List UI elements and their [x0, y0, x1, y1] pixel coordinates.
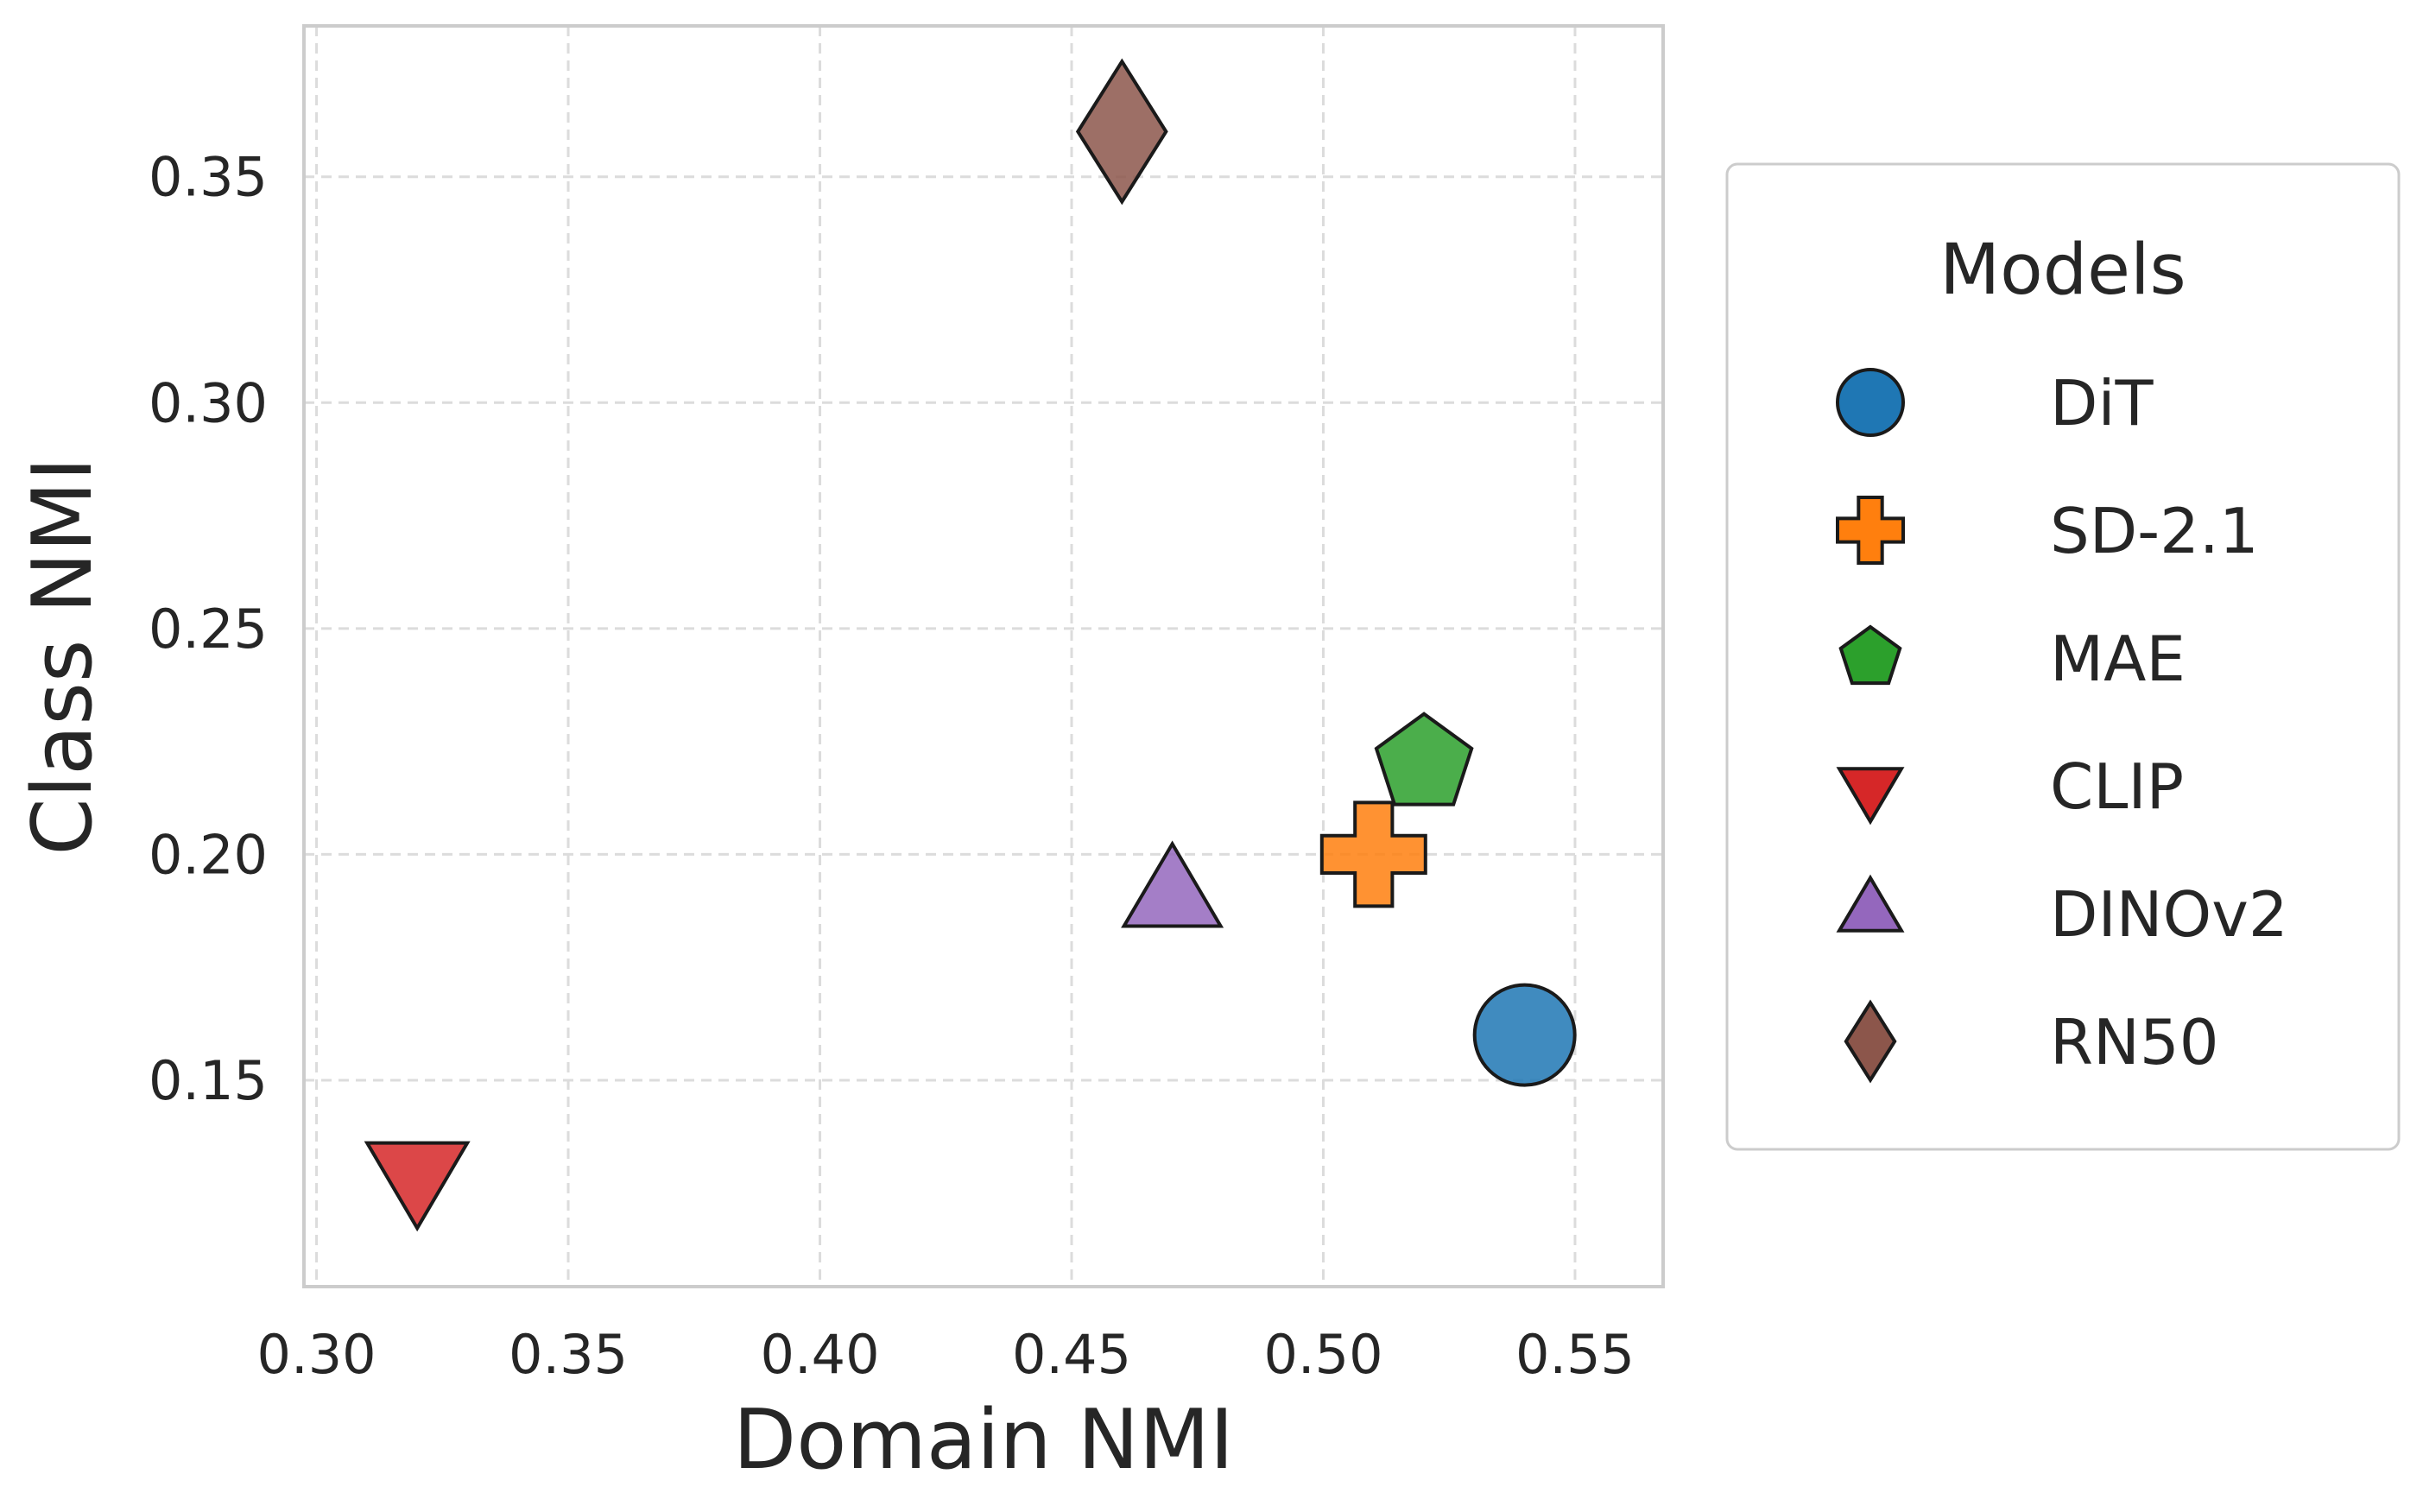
legend-marker-sd-2-1	[1836, 496, 1905, 565]
y-axis-label: Class NMI	[16, 457, 111, 855]
x-tick-label: 0.30	[257, 1323, 376, 1386]
data-point-rn50	[1075, 58, 1168, 206]
x-tick-label: 0.40	[761, 1323, 880, 1386]
legend-marker-clip	[1836, 767, 1905, 826]
x-tick-label: 0.35	[509, 1323, 628, 1386]
x-tick-label: 0.55	[1515, 1323, 1635, 1386]
tick-labels: 0.30 0.35 0.40 0.45 0.50 0.55 0.15 0.20 0.25 0.30…	[149, 146, 1635, 1386]
legend: Models DiT SD-2.1 MAE CLIP DINOv2 RN50	[1725, 162, 2401, 1151]
legend-items: DiT SD-2.1 MAE CLIP DINOv2 RN50	[1836, 367, 2288, 1084]
y-tick-label: 0.30	[149, 371, 268, 434]
y-tick-label: 0.25	[149, 598, 268, 661]
legend-label: DiT	[2050, 367, 2154, 440]
y-tick-label: 0.20	[149, 823, 268, 886]
data-point-dit	[1472, 983, 1577, 1087]
x-axis-label: Domain NMI	[733, 1393, 1234, 1488]
plot-frame	[302, 24, 1665, 1288]
legend-title: Models	[1939, 230, 2186, 311]
legend-label: CLIP	[2050, 750, 2184, 823]
legend-marker-dit	[1836, 368, 1905, 437]
y-tick-label: 0.35	[149, 146, 268, 209]
legend-label: DINOv2	[2050, 878, 2288, 951]
grid	[304, 26, 1663, 1287]
data-point-mae	[1374, 712, 1474, 807]
legend-marker-dinov2	[1836, 874, 1905, 933]
legend-label: RN50	[2050, 1006, 2219, 1079]
x-tick-label: 0.50	[1263, 1323, 1382, 1386]
legend-marker-mae	[1838, 624, 1902, 686]
data-point-sd-2-1	[1319, 800, 1427, 908]
legend-marker-rn50	[1844, 999, 1897, 1084]
data-point-dinov2	[1121, 840, 1224, 928]
x-tick-label: 0.45	[1012, 1323, 1131, 1386]
y-tick-label: 0.15	[149, 1049, 268, 1112]
data-markers	[364, 58, 1577, 1232]
legend-label: SD-2.1	[2050, 495, 2259, 567]
data-point-clip	[364, 1141, 471, 1232]
legend-label: MAE	[2050, 623, 2186, 695]
